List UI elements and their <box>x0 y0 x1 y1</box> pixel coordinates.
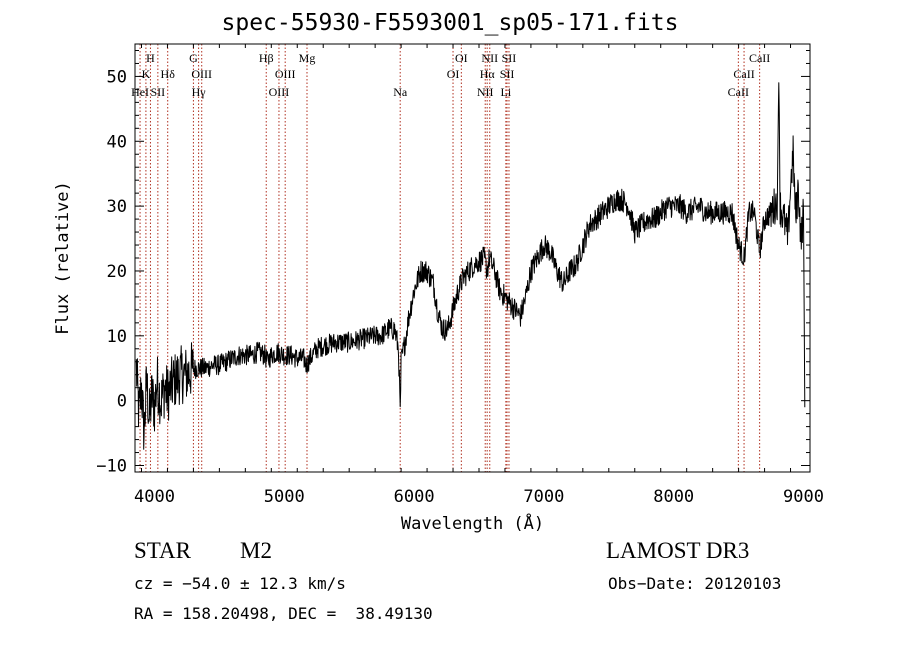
line-label: Hδ <box>161 67 176 81</box>
plot-frame <box>134 43 811 473</box>
y-tick-label: 20 <box>107 262 127 282</box>
y-tick-label: 30 <box>107 197 127 217</box>
x-axis-label: Wavelength (Å) <box>401 512 544 534</box>
survey-name: LAMOST DR3 <box>606 538 750 563</box>
redshift-velocity: cz = −54.0 ± 12.3 km/s <box>134 574 346 593</box>
line-label: H <box>146 51 155 65</box>
object-subclass: M2 <box>240 538 272 563</box>
y-tick-label: 0 <box>117 392 127 412</box>
flux-line <box>135 82 806 450</box>
line-label: Mg <box>299 51 316 65</box>
line-label: SII <box>151 85 166 99</box>
line-label: OIII <box>269 85 290 99</box>
axes: 4000 5000 6000 7000 8000 9000 −10 0 10 20 30 40 50 <box>96 44 824 507</box>
chart-title: spec-55930-F5593001_sp05-171.fits <box>221 10 679 36</box>
line-label: CaII <box>728 85 749 99</box>
y-tick-label: 50 <box>107 67 127 87</box>
x-tick-label: 8000 <box>653 487 694 507</box>
x-tick-label: 5000 <box>264 487 305 507</box>
y-tick-label: 40 <box>107 132 127 152</box>
x-tick-label: 7000 <box>523 487 564 507</box>
line-label: Hβ <box>259 51 274 65</box>
line-label: Na <box>393 85 408 99</box>
x-tick-label: 4000 <box>134 487 175 507</box>
object-class: STAR <box>134 538 191 563</box>
line-label: OI <box>447 67 460 81</box>
line-label: SII <box>502 51 517 65</box>
x-tick-label: 6000 <box>394 487 435 507</box>
line-label: Hγ <box>192 85 207 99</box>
line-label: SII <box>500 67 515 81</box>
line-label: OIII <box>275 67 296 81</box>
line-label: Hα <box>480 67 496 81</box>
line-label: CaII <box>749 51 770 65</box>
line-label: G <box>189 51 198 65</box>
line-label: NII <box>477 85 494 99</box>
line-label: K <box>142 67 151 81</box>
observation-date: Obs−Date: 20120103 <box>608 574 782 593</box>
y-axis-label: Flux (relative) <box>53 181 73 335</box>
line-label: Li <box>501 85 512 99</box>
y-tick-label: 10 <box>107 327 127 347</box>
line-label: NII <box>481 51 498 65</box>
line-label: OIII <box>191 67 212 81</box>
flux-series <box>135 82 806 450</box>
line-label: HeI <box>131 85 149 99</box>
y-tick-label: −10 <box>96 457 127 477</box>
x-tick-label: 9000 <box>783 487 824 507</box>
spectral-line-markers <box>139 44 761 472</box>
coordinates: RA = 158.20498, DEC = 38.49130 <box>134 604 433 623</box>
line-label: OI <box>455 51 468 65</box>
line-label: CaII <box>733 67 754 81</box>
